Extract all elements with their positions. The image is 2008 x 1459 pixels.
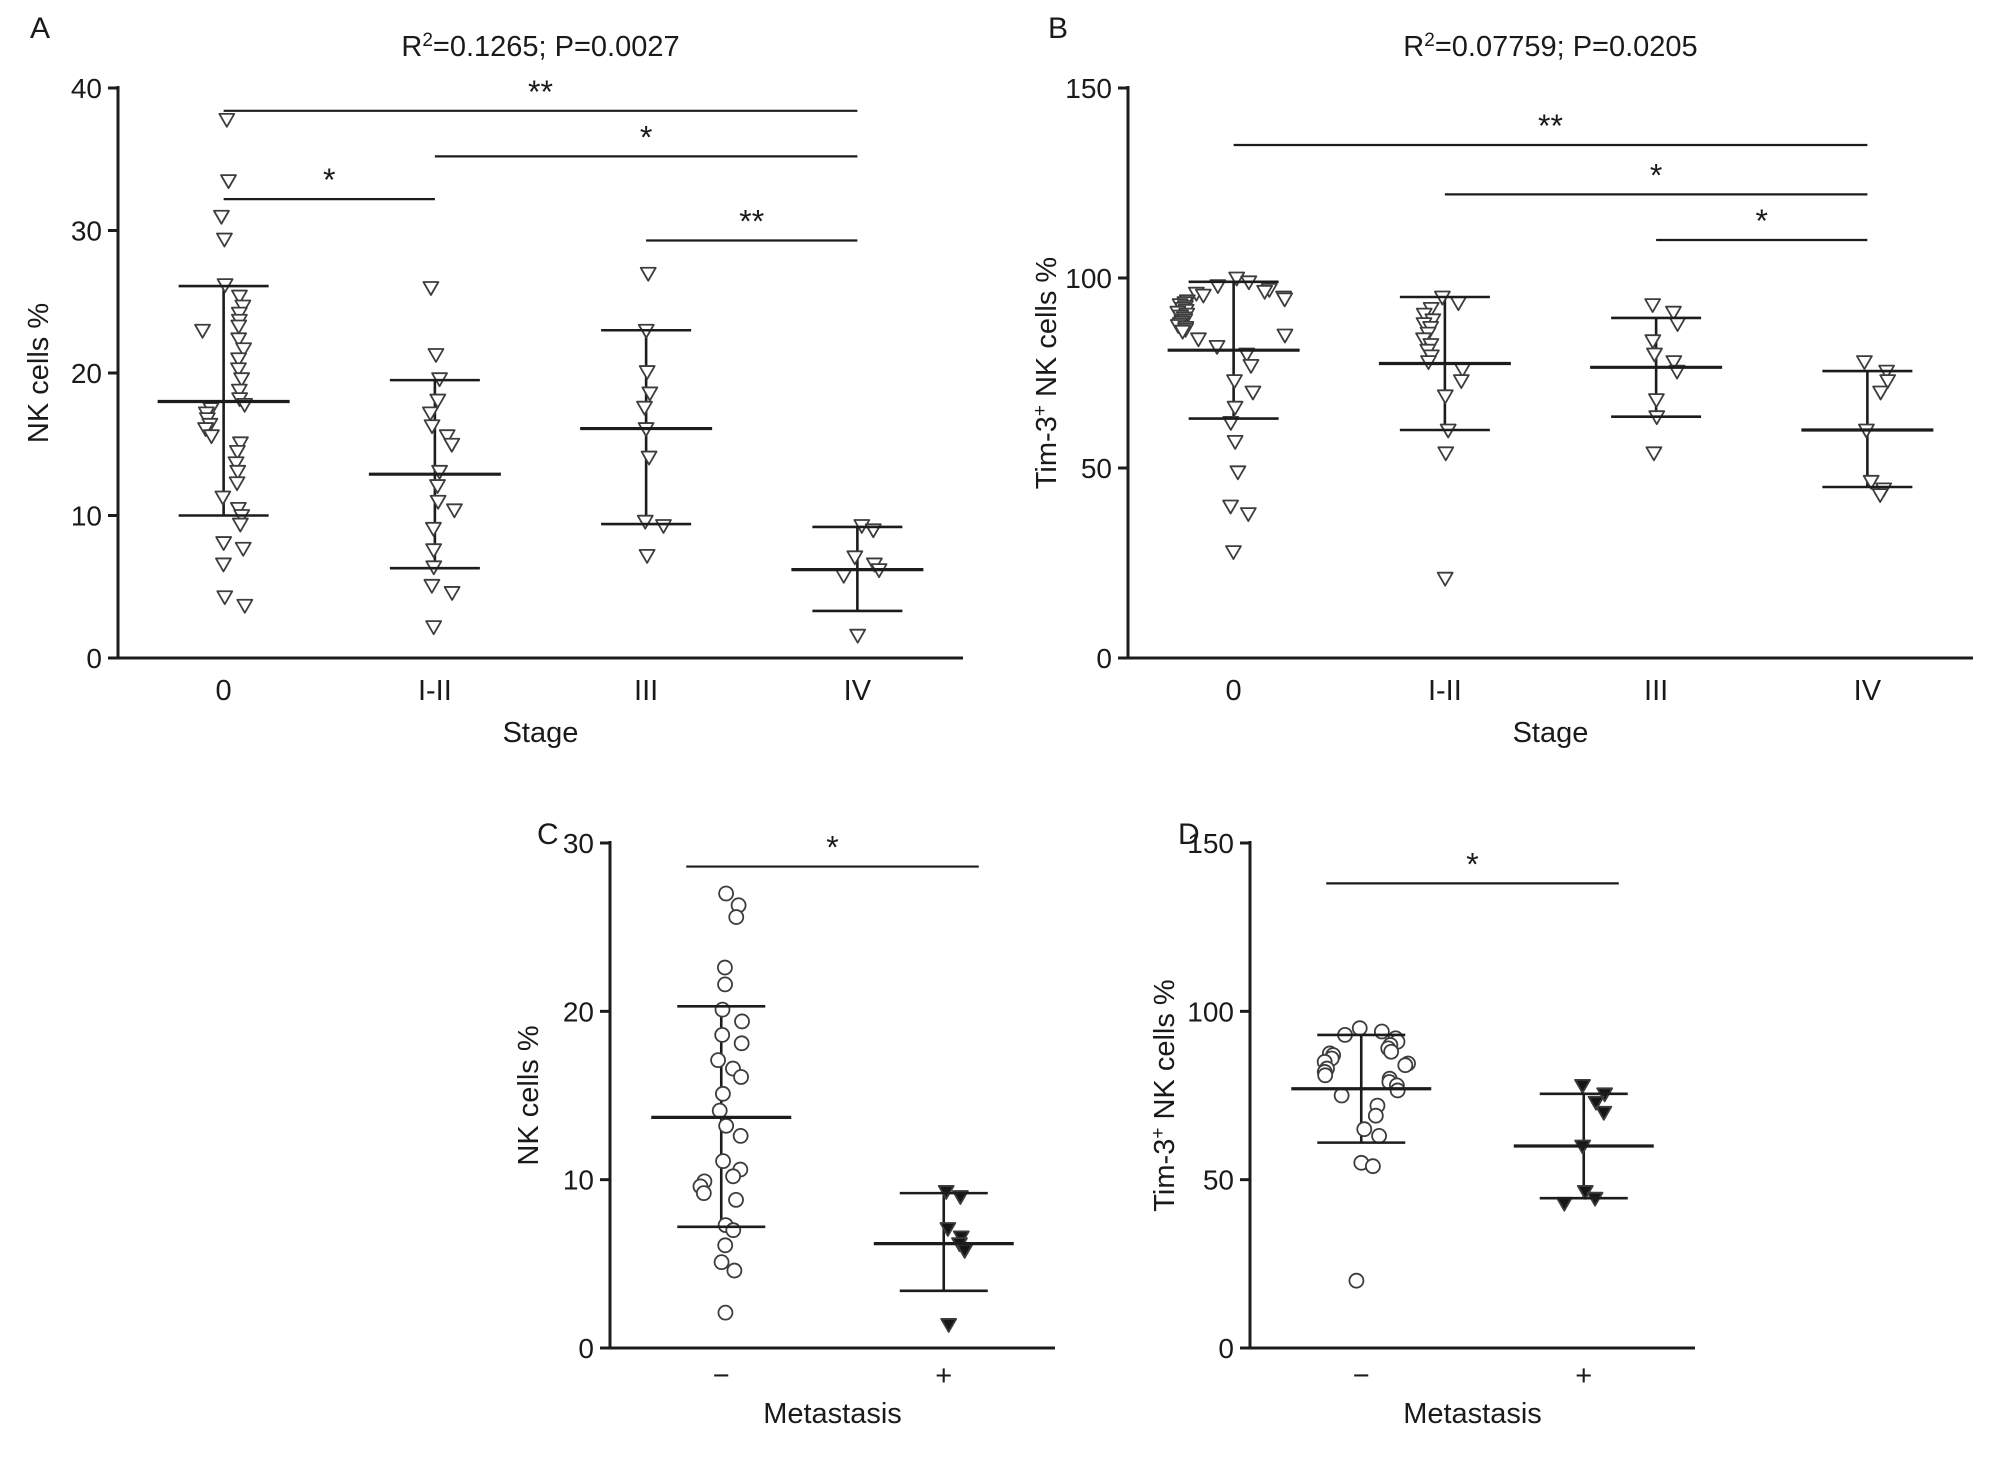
svg-text:−: − bbox=[1353, 1360, 1370, 1392]
svg-text:0: 0 bbox=[578, 1333, 594, 1364]
svg-text:0: 0 bbox=[1096, 643, 1112, 674]
svg-text:50: 50 bbox=[1203, 1165, 1234, 1196]
svg-text:NK cells %: NK cells % bbox=[23, 303, 55, 443]
svg-text:40: 40 bbox=[71, 73, 102, 104]
svg-text:20: 20 bbox=[563, 996, 594, 1027]
panel-a-chart: 0 10 20 30 40 R2=0.1265; P=0.0027 NK cells % 0 I… bbox=[18, 8, 1003, 788]
svg-text:0: 0 bbox=[1226, 675, 1242, 707]
svg-text:*: * bbox=[1466, 846, 1478, 882]
svg-text:150: 150 bbox=[1187, 828, 1234, 859]
svg-text:150: 150 bbox=[1065, 73, 1112, 104]
svg-text:Tim-3+ NK cells %: Tim-3+ NK cells % bbox=[1148, 979, 1181, 1211]
svg-text:III: III bbox=[634, 675, 658, 707]
svg-text:0: 0 bbox=[86, 643, 102, 674]
svg-text:Metastasis: Metastasis bbox=[763, 1398, 902, 1430]
svg-text:I-II: I-II bbox=[418, 675, 452, 707]
svg-text:+: + bbox=[1575, 1360, 1592, 1392]
svg-text:**: ** bbox=[739, 203, 764, 239]
svg-text:*: * bbox=[640, 119, 652, 155]
svg-text:IV: IV bbox=[1854, 675, 1882, 707]
panel-a-letter: A bbox=[30, 12, 51, 45]
svg-text:R2=0.1265; P=0.0027: R2=0.1265; P=0.0027 bbox=[401, 30, 679, 63]
panel-c-letter: C bbox=[537, 818, 559, 851]
svg-text:R2=0.07759; P=0.0205: R2=0.07759; P=0.0205 bbox=[1403, 30, 1697, 63]
panel-d-chart: 0 50 100 150 Tim-3+ NK cells % − + Metastasis * bbox=[1140, 793, 1720, 1453]
svg-text:20: 20 bbox=[71, 358, 102, 389]
svg-text:0: 0 bbox=[1218, 1333, 1234, 1364]
svg-text:Metastasis: Metastasis bbox=[1403, 1398, 1542, 1430]
svg-text:100: 100 bbox=[1065, 263, 1112, 294]
svg-text:**: ** bbox=[1538, 108, 1563, 144]
panel-c-chart: 0 10 20 30 NK cells % − + Metastasis * bbox=[500, 793, 1080, 1453]
panel-b-chart: 0 50 100 150 R2=0.07759; P=0.0205 Tim-3+ NK c… bbox=[1028, 8, 2008, 788]
svg-text:+: + bbox=[935, 1360, 952, 1392]
svg-text:30: 30 bbox=[563, 828, 594, 859]
svg-text:IV: IV bbox=[844, 675, 872, 707]
svg-text:0: 0 bbox=[216, 675, 232, 707]
svg-text:100: 100 bbox=[1187, 996, 1234, 1027]
svg-text:−: − bbox=[713, 1360, 730, 1392]
svg-text:Stage: Stage bbox=[1513, 717, 1589, 749]
svg-text:*: * bbox=[1756, 203, 1768, 239]
svg-text:*: * bbox=[323, 162, 335, 198]
svg-text:**: ** bbox=[528, 74, 553, 110]
panel-b-letter: B bbox=[1048, 12, 1069, 45]
svg-text:Stage: Stage bbox=[503, 717, 579, 749]
svg-text:*: * bbox=[1650, 157, 1662, 193]
svg-text:30: 30 bbox=[71, 216, 102, 247]
svg-text:10: 10 bbox=[563, 1165, 594, 1196]
svg-text:I-II: I-II bbox=[1428, 675, 1462, 707]
svg-text:*: * bbox=[826, 830, 838, 866]
panel-d-letter: D bbox=[1178, 818, 1200, 851]
svg-text:50: 50 bbox=[1081, 453, 1112, 484]
svg-text:Tim-3+ NK cells %: Tim-3+ NK cells % bbox=[1030, 257, 1063, 489]
svg-text:III: III bbox=[1644, 675, 1668, 707]
svg-text:NK cells %: NK cells % bbox=[513, 1025, 545, 1165]
svg-text:10: 10 bbox=[71, 501, 102, 532]
